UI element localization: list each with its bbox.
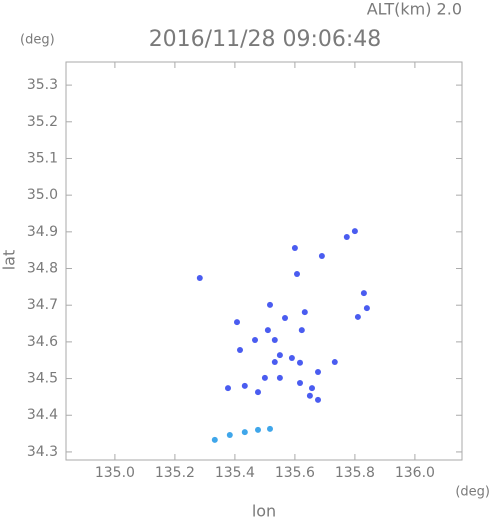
y-tick-label: 34.4 xyxy=(27,407,58,423)
echo-point xyxy=(211,436,218,443)
echo-point xyxy=(297,359,303,366)
echo-point xyxy=(267,425,273,432)
echo-point xyxy=(255,389,261,396)
echo-point xyxy=(301,309,308,316)
echo-point xyxy=(297,379,303,386)
echo-point xyxy=(225,385,231,392)
echo-point xyxy=(234,319,240,326)
echo-point xyxy=(318,253,325,260)
y-tick-label: 34.8 xyxy=(27,261,58,277)
chart-title: 2016/11/28 09:06:48 xyxy=(149,27,382,52)
echo-point xyxy=(271,337,278,344)
y-tick-label: 35.3 xyxy=(27,77,58,93)
echo-point xyxy=(315,368,321,375)
echo-point xyxy=(241,429,248,436)
y-unit: (deg) xyxy=(20,33,55,48)
echo-point xyxy=(282,315,288,322)
y-tick-label: 34.7 xyxy=(27,297,58,313)
echo-point xyxy=(271,359,278,366)
echo-point xyxy=(264,327,271,334)
echo-point xyxy=(288,355,295,362)
x-axis-label: lon xyxy=(252,502,276,521)
echo-point xyxy=(343,233,350,240)
echo-point xyxy=(360,290,367,297)
y-tick-label: 34.5 xyxy=(27,371,58,387)
echo-point xyxy=(354,313,361,320)
x-unit: (deg) xyxy=(455,485,490,500)
x-tick-label: 135.6 xyxy=(275,465,315,481)
echo-point xyxy=(226,432,233,439)
echo-point xyxy=(267,301,273,308)
echo-point xyxy=(363,305,370,312)
x-tick-label: 135.4 xyxy=(215,465,255,481)
echo-point xyxy=(255,426,261,433)
echo-point xyxy=(351,228,358,235)
plot-frame xyxy=(65,61,463,461)
echo-point xyxy=(306,392,313,399)
x-tick-label: 135.0 xyxy=(95,465,135,481)
echo-point xyxy=(315,396,321,403)
echo-point xyxy=(276,352,283,359)
x-tick-label: 136.0 xyxy=(395,465,435,481)
echo-point xyxy=(261,374,268,381)
x-tick-label: 135.2 xyxy=(155,465,195,481)
y-tick-label: 35.2 xyxy=(27,114,58,130)
y-tick-label: 35.0 xyxy=(27,187,58,203)
y-tick-label: 34.9 xyxy=(27,224,58,240)
chart-subtitle: ALT(km) 2.0 xyxy=(367,0,462,19)
y-tick-label: 35.1 xyxy=(27,150,58,166)
y-tick-label: 34.3 xyxy=(27,444,58,460)
echo-point xyxy=(309,385,315,392)
echo-point xyxy=(331,359,338,366)
echo-point xyxy=(196,275,203,282)
echo-point xyxy=(237,346,243,353)
echo-point xyxy=(294,271,300,278)
x-tick-label: 135.8 xyxy=(335,465,375,481)
echo-point xyxy=(241,382,248,389)
echo-point xyxy=(276,374,283,381)
echo-point xyxy=(298,327,305,334)
echo-point xyxy=(291,244,298,251)
y-tick-label: 34.6 xyxy=(27,334,58,350)
y-axis-label: lat xyxy=(0,250,19,271)
echo-point xyxy=(252,337,258,344)
